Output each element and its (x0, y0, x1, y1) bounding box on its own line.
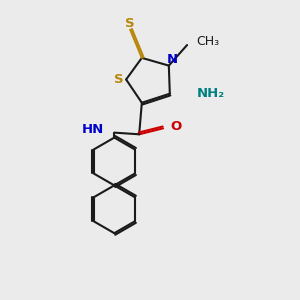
Text: O: O (170, 120, 182, 133)
Text: HN: HN (82, 124, 104, 136)
Text: S: S (114, 73, 124, 86)
Text: S: S (125, 17, 135, 30)
Text: N: N (167, 53, 178, 66)
Text: NH₂: NH₂ (196, 87, 224, 100)
Text: CH₃: CH₃ (196, 34, 220, 48)
